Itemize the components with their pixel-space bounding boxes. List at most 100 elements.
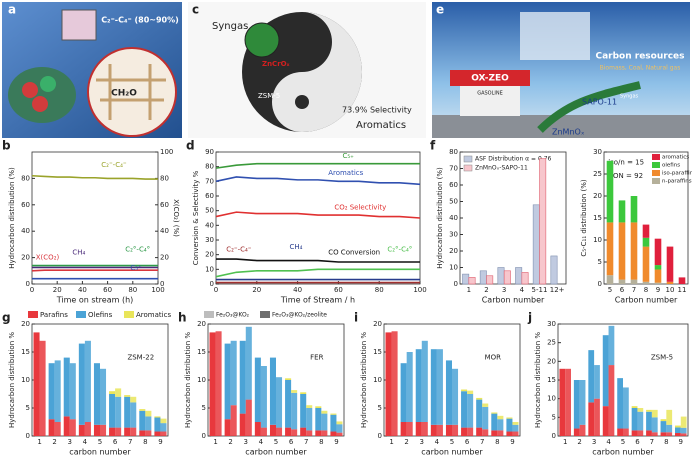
bar-segment [646,409,652,412]
y-tick-label: 30 [205,236,214,244]
product-label: C₂⁼-C₄⁼ (80~90%) [101,16,179,25]
y-tick-label: 40 [205,221,214,229]
legend-swatch [652,170,660,176]
bar-segment [139,410,146,431]
y-axis-title: Hydrocarbon distribution % [534,332,542,428]
x-tick-label: 5 [274,438,278,446]
bar-segment [100,424,107,436]
bar-segment [573,428,580,436]
bar-segment [573,380,580,429]
bar-segment [69,419,76,436]
bar-segment [654,269,662,283]
annotation: iso/n = 15 [608,159,644,167]
legend-label: ZnMnOₓ-SAPO-11 [475,165,528,172]
x-tick-label: 2 [228,438,232,446]
y-tick-label: 5 [598,258,602,266]
bar-segment [160,423,167,432]
bar-segment [497,419,504,431]
bar-segment [642,281,650,284]
bar-segment [315,406,322,408]
bar-segment [654,238,662,266]
bar-segment [482,403,489,407]
y-tick-label: 80 [21,174,30,182]
bar-segment [506,431,513,436]
framework [96,64,166,120]
bar-segment [631,406,638,408]
y-tick-label: 5 [202,404,206,412]
x-tick-label: 11 [678,286,687,294]
bar-segment [276,377,283,428]
x-tick-label: 4 [606,438,611,446]
bar-segment [666,281,674,284]
bar-segment [642,246,650,282]
bar-segment [666,432,673,436]
bar-segment [115,427,122,436]
bar-segment [642,237,650,247]
bar-segment [482,429,489,436]
legend-swatch [652,154,660,160]
y-tick-label: 15 [593,214,602,222]
bar-segment [154,417,161,432]
bar-segment [400,422,407,436]
intermediate-label: CH₂O [111,89,137,99]
panel-label: d [186,139,195,153]
panel-label: h [178,311,187,325]
bar-segment [385,332,392,436]
yin-yang-light [272,12,362,132]
bar-segment [330,414,337,432]
y-axis-title: Hydrocarbon distribution (%) [8,167,16,269]
bar-segment [224,419,231,436]
bar-segment [651,409,658,418]
bar-segment [154,431,161,436]
x-tick-label: 60 [334,286,343,294]
bar-segment [430,349,437,425]
bar-segment [336,432,343,436]
plot-frame [31,151,159,285]
series-line [215,268,420,278]
bar-segment [651,417,658,433]
bar-segment [406,352,413,422]
bar-segment [646,430,652,436]
bar-segment [109,391,116,394]
bar-segment [651,432,658,436]
x-tick-label: 2 [404,438,408,446]
bar-segment [93,363,100,425]
x-tick-label: 10 [666,286,675,294]
bar-segment [461,391,468,428]
bar [515,267,523,285]
bar-segment [436,424,443,436]
x-axis-title: carbon number [421,448,483,457]
x-tick-label: 9 [510,438,514,446]
y-tick-label: 60 [205,192,214,200]
y-tick-label: 0 [598,280,602,288]
bar-segment [559,368,566,436]
bar-segment [145,416,152,431]
bar-segment [315,408,322,431]
x-tick-label: 1 [389,438,393,446]
legend-label: Fe₂O₃@KO₂ [216,312,250,319]
bar-segment [491,430,498,436]
selectivity-label: 73.9% Selectivity [342,106,412,115]
panel-label: f [430,139,436,153]
x-tick-label: 8 [495,438,499,446]
bar-segment [623,387,629,429]
bar-segment [291,392,298,430]
y-axis-title: C₅-C₁₁ distribution (%) [580,179,588,256]
bar-segment [48,419,55,436]
legend-swatch [260,311,270,318]
bar-segment [452,368,459,425]
bar-segment [660,421,667,433]
y-tick-label: 0 [26,432,30,440]
bar-segment [33,332,40,436]
bar-segment [291,390,298,393]
bar-segment [276,427,283,436]
x-tick-label: 7 [632,286,636,294]
y-axis-title: Hydrocarbon distribution % [184,332,192,428]
x-tick-label: 1 [563,438,567,446]
bar-segment [39,340,46,436]
bar-segment [630,196,638,223]
x-tick-label: 1 [37,438,41,446]
x-axis-title: Time on stream (h) [56,296,134,305]
bar-segment [680,416,687,428]
